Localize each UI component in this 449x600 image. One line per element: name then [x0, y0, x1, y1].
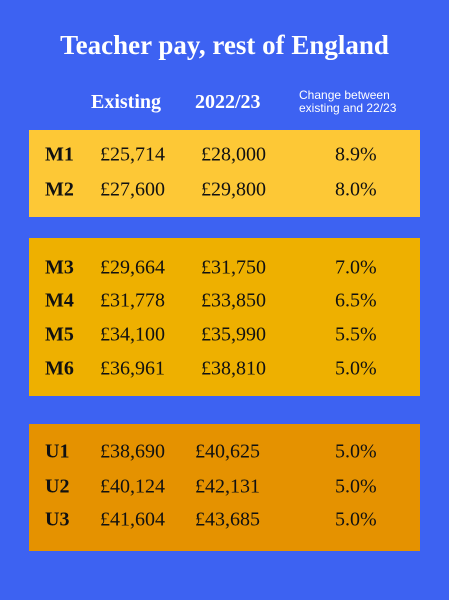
- existing-salary: £27,600: [100, 178, 165, 201]
- change: 8.9%: [335, 143, 377, 166]
- change: 5.0%: [335, 508, 377, 531]
- group-box: [29, 424, 420, 551]
- grade: U3: [45, 508, 70, 531]
- new-salary: £35,990: [201, 323, 266, 346]
- existing-salary: £29,664: [100, 256, 165, 279]
- existing-salary: £38,690: [100, 440, 165, 463]
- change: 6.5%: [335, 289, 377, 312]
- grade: M3: [45, 256, 74, 279]
- existing-salary: £41,604: [100, 508, 165, 531]
- existing-salary: £36,961: [100, 357, 165, 380]
- new-salary: £31,750: [201, 256, 266, 279]
- grade: U1: [45, 440, 70, 463]
- change: 5.0%: [335, 357, 377, 380]
- grade: M4: [45, 289, 74, 312]
- header-new: 2022/23: [195, 91, 261, 113]
- change: 7.0%: [335, 256, 377, 279]
- group-box: [29, 130, 420, 217]
- new-salary: £40,625: [195, 440, 260, 463]
- header-change: Change between existing and 22/23: [299, 88, 397, 115]
- new-salary: £29,800: [201, 178, 266, 201]
- change: 5.0%: [335, 440, 377, 463]
- group-box: [29, 238, 420, 396]
- existing-salary: £40,124: [100, 475, 165, 498]
- new-salary: £43,685: [195, 508, 260, 531]
- new-salary: £28,000: [201, 143, 266, 166]
- existing-salary: £25,714: [100, 143, 165, 166]
- change: 5.5%: [335, 323, 377, 346]
- title: Teacher pay, rest of England: [60, 30, 389, 60]
- grade: M1: [45, 143, 74, 166]
- header-existing: Existing: [91, 91, 162, 113]
- grade: M2: [45, 178, 74, 201]
- grade: M5: [45, 323, 74, 346]
- grade: U2: [45, 475, 70, 498]
- new-salary: £33,850: [201, 289, 266, 312]
- change: 8.0%: [335, 178, 377, 201]
- change: 5.0%: [335, 475, 377, 498]
- existing-salary: £34,100: [100, 323, 165, 346]
- grade: M6: [45, 357, 74, 380]
- existing-salary: £31,778: [100, 289, 165, 312]
- new-salary: £42,131: [195, 475, 260, 498]
- new-salary: £38,810: [201, 357, 266, 380]
